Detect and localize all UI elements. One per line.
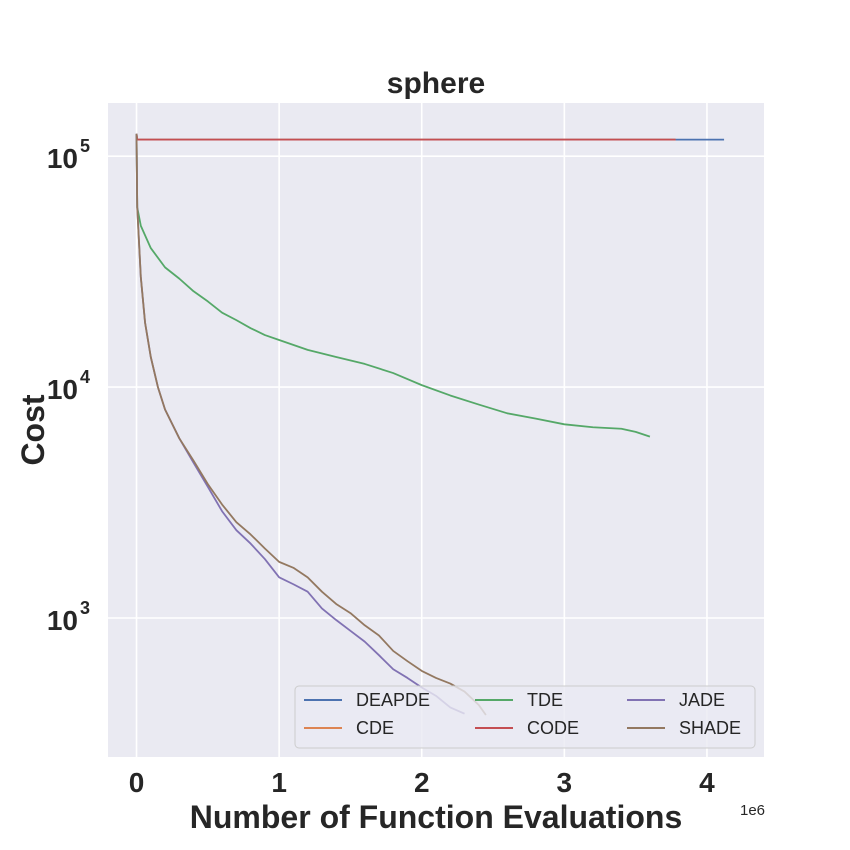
series-layer (135, 133, 725, 716)
y-tick-exponent: 4 (80, 367, 90, 387)
x-tick-label: 2 (414, 767, 430, 798)
x-tick-label: 1 (271, 767, 287, 798)
y-tick-base: 10 (47, 605, 78, 636)
y-tick-label: 10 4 (47, 367, 90, 405)
y-tick-base: 10 (47, 374, 78, 405)
series-line-shade (135, 133, 487, 716)
legend-label: SHADE (679, 718, 741, 738)
x-tick-label: 4 (699, 767, 715, 798)
legend-label: DEAPDE (356, 690, 430, 710)
legend-label: TDE (527, 690, 563, 710)
x-tick-label: 3 (557, 767, 573, 798)
chart-title: sphere (387, 67, 485, 100)
legend-label: CODE (527, 718, 579, 738)
y-tick-base: 10 (47, 143, 78, 174)
legend: DEAPDE CDE TDE CODE JADE SHADE (294, 685, 756, 749)
plot-background (108, 103, 764, 757)
x-offset-label: 1e6 (740, 802, 765, 819)
legend-box (294, 685, 756, 749)
y-tick-exponent: 3 (80, 598, 90, 618)
y-tick-label: 10 3 (47, 598, 90, 636)
x-tick-label: 0 (129, 767, 145, 798)
x-axis-label: Number of Function Evaluations (190, 799, 682, 835)
legend-label: JADE (679, 690, 725, 710)
legend-label: CDE (356, 718, 394, 738)
series-line-tde (135, 133, 651, 438)
y-tick-label: 10 5 (47, 136, 90, 174)
grid (108, 103, 764, 757)
y-axis-label: Cost (15, 394, 51, 465)
y-tick-exponent: 5 (80, 136, 90, 156)
